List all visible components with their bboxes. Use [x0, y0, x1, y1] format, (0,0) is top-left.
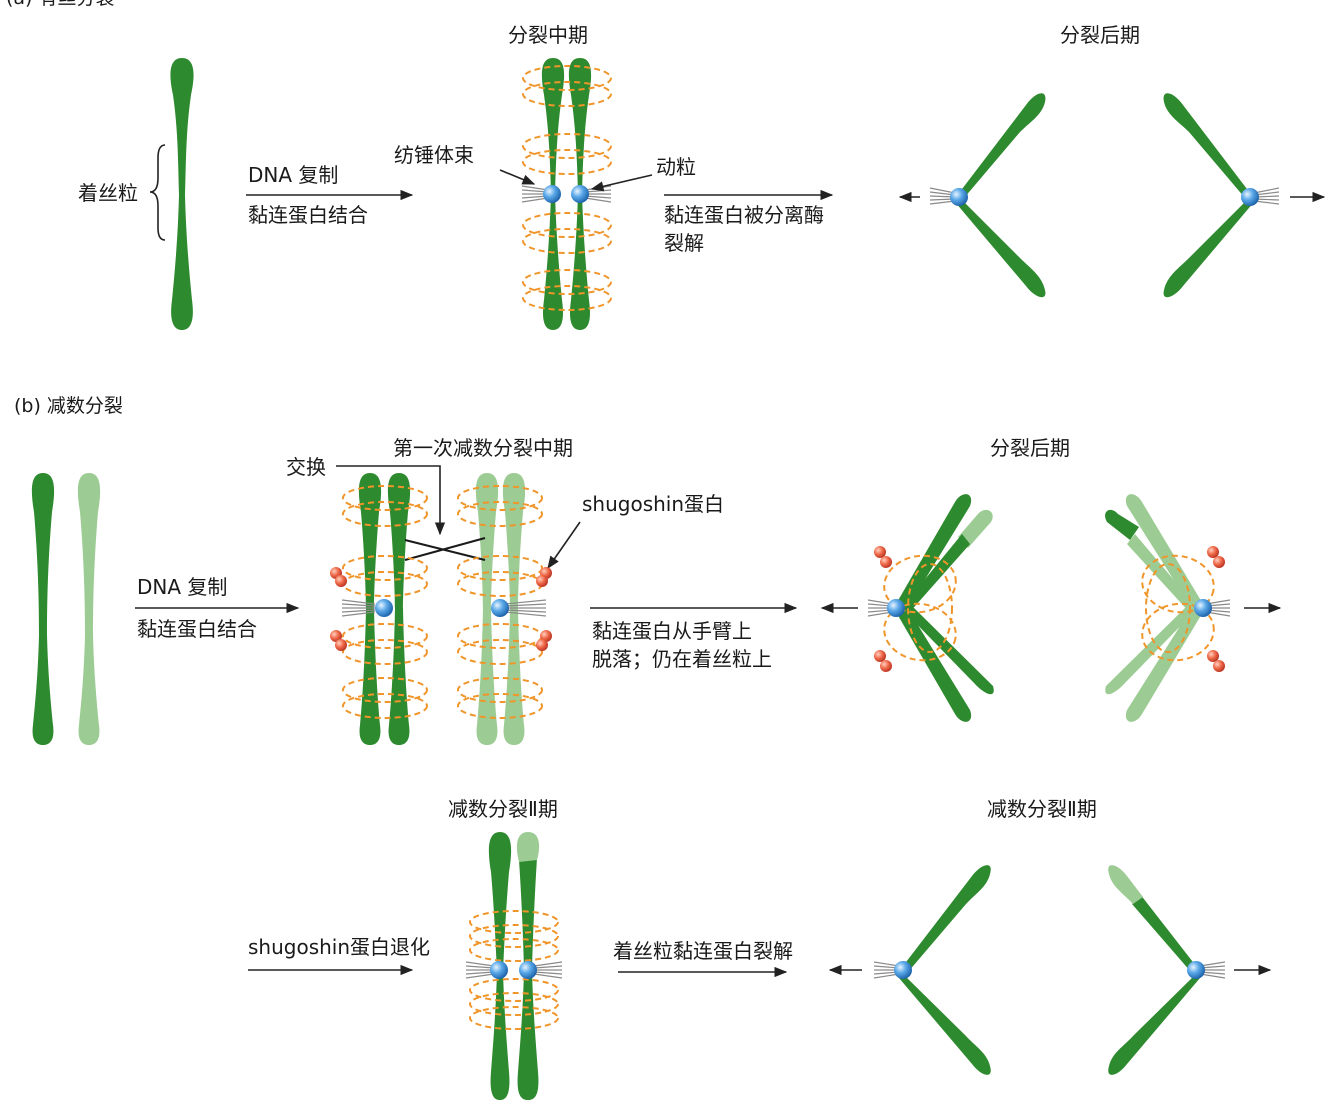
mitosis-metaphase-title: 分裂中期 — [508, 23, 588, 47]
crossover-label: 交换 — [286, 455, 326, 479]
meiosis2-cohesin-rings — [469, 910, 559, 1030]
meiosis1-anaphase-right-chromosome — [1105, 494, 1231, 722]
mitosis-anaphase-title: 分裂后期 — [1060, 23, 1140, 47]
meiosis2-kinetochore-right — [519, 961, 537, 979]
meiosis1-light-bivalent — [475, 473, 526, 745]
centromere-label: 着丝粒 — [78, 181, 138, 205]
mitosis-step2-line1: 黏连蛋白被分离酶 — [664, 203, 824, 227]
shugoshin-label: shugoshin蛋白 — [582, 492, 724, 516]
meiosis1-spindle-fibers — [341, 599, 547, 617]
mitosis-cohesin-rings — [522, 65, 612, 311]
mitosis-step2-line2: 裂解 — [664, 231, 704, 255]
meiosis2-spindle-fibers — [465, 961, 563, 979]
mitosis-section: (a) 有丝分裂 着丝粒 DNA 复制 黏连蛋白结合 分裂中期 — [6, 0, 1326, 330]
meiosis2-anaphase-right-chromatid — [1108, 865, 1226, 1075]
meiosis2-anaphase-title: 减数分裂Ⅱ期 — [987, 797, 1097, 821]
meiosis1-kinetochore-left — [375, 599, 393, 617]
meiosis2-kinetochore-left — [490, 961, 508, 979]
meiosis-step2-line1: 黏连蛋白从手臂上 — [592, 619, 752, 643]
meiosis1-kinetochore-right — [491, 599, 509, 617]
meiosis-section-label: (b) 减数分裂 — [14, 395, 123, 417]
meiosis1-dark-bivalent — [358, 473, 411, 745]
mitosis-step1-line2: 黏连蛋白结合 — [248, 203, 368, 227]
centromere-brace — [149, 144, 166, 241]
kinetochore-pointer — [590, 174, 653, 192]
spindle-pointer — [499, 169, 536, 185]
meiosis-section: (b) 减数分裂 DNA 复制 黏连蛋白结合 第一次减数分裂中期 交换 shug… — [14, 395, 1282, 1100]
crossover-pointer — [336, 465, 446, 536]
meiosis-step1-line2: 黏连蛋白结合 — [137, 617, 257, 641]
kinetochore-label: 动粒 — [656, 155, 696, 179]
meiosis-step2-line2: 脱落；仍在着丝粒上 — [592, 647, 772, 671]
meiosis2-metaphase-title: 减数分裂Ⅱ期 — [448, 797, 558, 821]
meiosis-step1-line1: DNA 复制 — [137, 575, 227, 599]
meiosis2-anaphase-left-chromatid — [873, 865, 991, 1075]
meiosis1-metaphase-title: 第一次减数分裂中期 — [393, 436, 573, 460]
meiosis-step4-label: 着丝粒黏连蛋白裂解 — [613, 939, 793, 963]
meiosis1-anaphase-left-chromosome — [867, 494, 994, 722]
chromosome-single — [170, 58, 194, 330]
mitosis-anaphase-right-chromatid — [1163, 93, 1280, 298]
meiosis1-anaphase-title: 分裂后期 — [990, 436, 1070, 460]
crossover-lines — [404, 537, 486, 561]
kinetochore-ball-left — [543, 185, 561, 203]
meiosis-step3-label: shugoshin蛋白退化 — [248, 935, 430, 959]
homolog-light — [77, 473, 101, 745]
spindle-label: 纺锤体束 — [394, 143, 474, 167]
mitosis-step1-line1: DNA 复制 — [248, 163, 338, 187]
shugoshin-pointer — [547, 521, 581, 570]
shugoshin-protein-markers — [330, 567, 552, 651]
homolog-dark — [31, 473, 55, 745]
mitosis-section-label: (a) 有丝分裂 — [6, 0, 115, 9]
mitosis-anaphase-left-chromatid — [929, 93, 1046, 298]
kinetochore-ball-right — [571, 185, 589, 203]
